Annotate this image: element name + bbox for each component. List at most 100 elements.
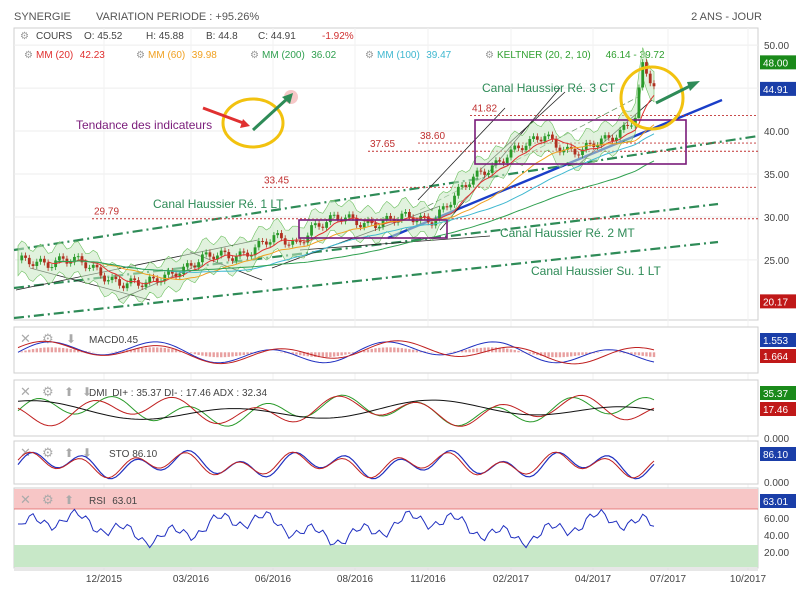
candle-body	[204, 252, 208, 255]
settings-icon[interactable]: ⚙	[20, 31, 29, 42]
candle-body	[212, 256, 216, 260]
candle-body	[603, 135, 607, 139]
dmi-badge-label-0: 35.37	[763, 389, 788, 400]
rsi-badge-label-0: 63.01	[763, 497, 788, 508]
indicator-legend-4: KELTNER (20, 2, 10)	[497, 50, 591, 61]
price-tick-3: 35.00	[764, 170, 789, 181]
indicator-legend-3: MM (100)	[377, 50, 420, 61]
cours-label: COURS	[36, 31, 72, 42]
period-selector[interactable]: 2 ANS - JOUR	[691, 11, 762, 23]
candle-body	[170, 270, 174, 274]
candle-body	[535, 136, 539, 140]
candle-body	[103, 275, 106, 282]
candle-body	[513, 145, 517, 150]
candle-body	[588, 142, 592, 144]
change-value: -1.92%	[322, 31, 354, 42]
candle-body	[445, 206, 449, 208]
indicator-legend-1: MM (60)	[148, 50, 185, 61]
candle-body	[140, 285, 144, 287]
candle-body	[505, 157, 509, 163]
rsi-up-icon: ⬆	[64, 493, 74, 507]
adx-line	[17, 399, 655, 420]
candle-body	[502, 161, 505, 163]
consolidation-box-1	[298, 219, 448, 239]
candle-body	[626, 124, 630, 126]
candle-body	[287, 244, 291, 246]
indicator-value-0: 42.23	[80, 50, 105, 61]
macd-gear-icon: ⚙	[42, 331, 54, 346]
candle-body	[528, 139, 532, 146]
sto-k-line	[17, 449, 655, 480]
keltner-band-area	[17, 47, 655, 305]
dmi-down-icon: ⬇	[82, 385, 92, 399]
consolidation-box-2	[474, 119, 687, 165]
macd-badge-0	[760, 333, 796, 347]
candle-body	[539, 139, 543, 142]
candle-body	[27, 257, 31, 265]
dmi-up-icon: ⬆	[64, 385, 74, 399]
candle-body	[133, 278, 137, 281]
recent-arrowhead-icon	[687, 81, 700, 91]
candle-body	[633, 117, 637, 126]
candle-body	[524, 145, 528, 151]
open-value: O: 45.52	[84, 31, 123, 42]
candle-body	[468, 184, 471, 187]
candle-body	[35, 261, 39, 266]
candle-body	[532, 136, 535, 140]
indicator-value-2: 36.02	[311, 50, 336, 61]
canal-2mt-label: Canal Haussier Ré. 2 MT	[500, 226, 635, 240]
level-label-0: 41.82	[472, 103, 497, 114]
recent-circle	[619, 65, 685, 131]
dmi-gear-icon: ⚙	[42, 384, 54, 399]
macd-badge-label-0: 1.553	[763, 336, 788, 347]
macd-badge-label-1: 1.664	[763, 352, 788, 363]
candle-body	[152, 276, 155, 279]
canal-su1lt-label: Canal Haussier Su. 1 LT	[531, 264, 662, 278]
candle-body	[415, 220, 419, 223]
candle-body	[637, 87, 641, 118]
candle-body	[483, 171, 487, 175]
candle-body	[456, 186, 460, 196]
candle-body	[517, 145, 520, 149]
candle-body	[302, 242, 306, 244]
candle-body	[562, 149, 566, 153]
stock-name: SYNERGIE	[14, 11, 71, 23]
candle-body	[95, 264, 99, 268]
price-tick-5: 25.00	[764, 256, 789, 267]
dmi-frame	[13, 379, 759, 437]
keltner-band	[17, 47, 655, 305]
level-label-2: 37.65	[370, 139, 395, 150]
candle-body	[385, 215, 389, 220]
candle-body	[313, 223, 317, 226]
candle-body	[118, 279, 122, 286]
dmi-panel: ✕ ⚙ ⬆ ⬇DMI DI+ : 35.37 DI- : 17.46 ADX : 32.…	[13, 379, 796, 445]
candle-body	[283, 238, 287, 245]
price-badge-1	[760, 81, 796, 96]
candle-body	[20, 255, 24, 261]
dmi-badge-0	[760, 386, 796, 400]
candle-body	[614, 137, 618, 142]
candle-body	[453, 195, 456, 205]
x-tick-8: 10/2017	[730, 574, 767, 585]
candle-body	[84, 262, 88, 269]
candle-body	[39, 258, 42, 262]
candle-body	[197, 262, 201, 268]
candle-body	[193, 265, 197, 268]
candle-body	[69, 262, 73, 264]
candle-body	[174, 273, 178, 277]
price-badge-0	[760, 55, 796, 70]
candle-body	[155, 278, 159, 283]
candle-body	[144, 282, 148, 287]
trend-indicator-annotation: Tendance des indicateurs	[76, 65, 700, 149]
candle-body	[543, 136, 547, 142]
candle-body	[50, 267, 54, 269]
candle-body	[630, 125, 633, 127]
candle-body	[88, 267, 91, 269]
x-tick-3: 08/2016	[337, 574, 374, 585]
support-line-5	[299, 235, 491, 251]
candle-body	[407, 212, 411, 218]
level-label-1: 38.60	[420, 131, 445, 142]
canal-1lt-label: Canal Haussier Ré. 1 LT	[153, 197, 284, 211]
candle-body	[42, 258, 46, 263]
